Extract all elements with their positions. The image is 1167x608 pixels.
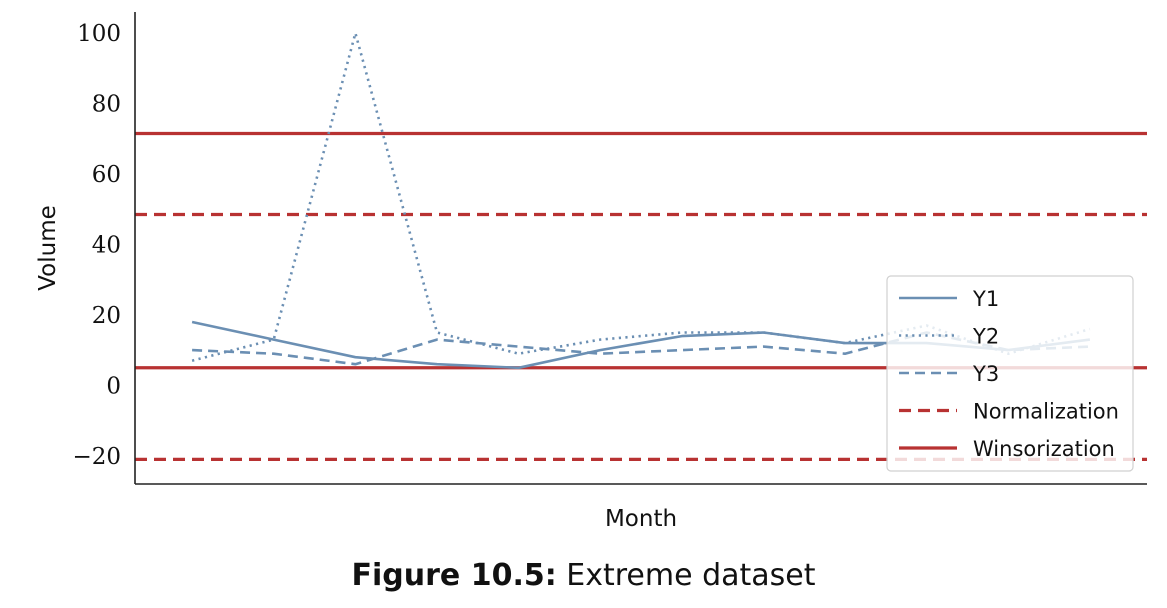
y-tick-label: 20	[92, 303, 121, 329]
legend: Y1 Y2 Y3 Normalization Winsorization	[886, 275, 1134, 472]
line-chart: −20 0 20 40 60 80 100 Volume Month Y1 Y2 Y3 Norma…	[35, 12, 1147, 532]
y-tick-label: 80	[92, 92, 121, 118]
y-tick-label: 40	[92, 232, 121, 258]
y-tick-label: 100	[77, 21, 121, 47]
x-axis-label: Month	[605, 506, 677, 532]
legend-label: Y2	[972, 325, 999, 349]
y-tick-label: 60	[92, 162, 121, 188]
legend-label: Winsorization	[973, 437, 1115, 461]
caption-text: Extreme dataset	[556, 558, 816, 593]
y-tick-label: 0	[106, 373, 121, 399]
legend-label: Y3	[972, 362, 999, 386]
y-tick-labels: −20 0 20 40 60 80 100	[72, 21, 121, 470]
legend-label: Y1	[972, 287, 999, 311]
figure-caption: Figure 10.5: Extreme dataset	[0, 558, 1167, 593]
y-axis-label: Volume	[35, 205, 61, 291]
y-tick-label: −20	[72, 444, 121, 470]
legend-box	[886, 275, 1134, 472]
caption-label: Figure 10.5:	[351, 558, 557, 593]
legend-label: Normalization	[973, 400, 1119, 424]
axes	[134, 12, 1147, 485]
